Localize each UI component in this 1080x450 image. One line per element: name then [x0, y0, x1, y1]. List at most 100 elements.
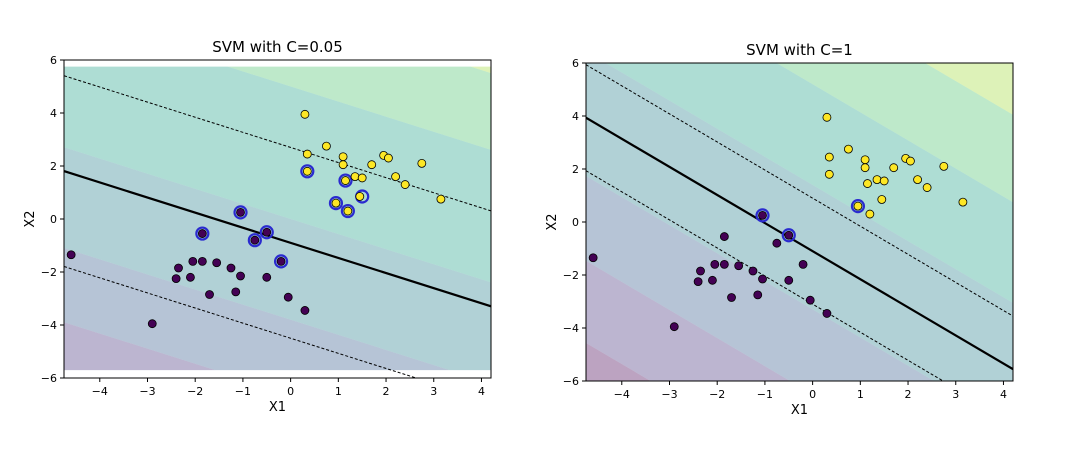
data-point-class0	[262, 227, 272, 237]
data-point-class0	[727, 293, 736, 302]
data-point-class1	[939, 161, 949, 171]
data-point-class1	[860, 155, 870, 165]
data-point-class0	[710, 259, 720, 269]
support-vector-ring	[338, 173, 353, 188]
plot-area	[586, 63, 1013, 381]
data-point-class0	[226, 263, 236, 273]
data-point-class0	[197, 256, 207, 266]
data-point-class0	[588, 253, 598, 263]
data-point-class1	[872, 175, 882, 185]
y-tick-label: 4	[572, 110, 579, 123]
data-point-class1	[302, 149, 312, 159]
data-point-class0	[276, 256, 286, 266]
data-point-class1	[879, 176, 889, 186]
data-point-class1	[824, 169, 834, 179]
data-point-class0	[262, 272, 272, 282]
decision-region-band-3	[64, 248, 450, 371]
x-tick-label: −3	[139, 385, 155, 398]
data-point-class0	[197, 229, 207, 238]
data-point-class0	[174, 263, 183, 273]
data-point-class1	[906, 156, 915, 166]
x-tick-label: −1	[235, 385, 251, 398]
support-vector-ring	[340, 203, 355, 219]
data-point-class0	[212, 258, 222, 268]
data-point-class1	[350, 172, 360, 182]
y-tick-label: 2	[50, 160, 57, 173]
data-point-class0	[784, 275, 794, 285]
y-tick-label: −4	[563, 322, 579, 335]
data-point-class1	[860, 163, 870, 173]
decision-region-band-1	[586, 343, 651, 381]
data-point-class1	[889, 163, 899, 173]
decision-region-band-5	[64, 66, 491, 283]
data-point-class0	[719, 232, 729, 241]
x-tick-label: 0	[287, 385, 294, 398]
x-tick-label: 3	[430, 385, 437, 398]
data-point-class1	[853, 201, 863, 211]
data-point-class1	[331, 198, 341, 208]
data-point-class0	[236, 271, 245, 281]
x-tick-label: 1	[335, 385, 342, 398]
x-tick-label: 0	[809, 388, 816, 401]
x-tick-label: −3	[661, 388, 677, 401]
y-tick-label: 6	[572, 57, 579, 70]
decision-region-band-7	[470, 66, 491, 74]
data-point-class1	[384, 153, 393, 163]
support-vector-ring	[300, 164, 315, 179]
support-vector-ring	[273, 254, 289, 269]
data-point-class1	[822, 112, 832, 122]
x-tick-label: −4	[92, 385, 108, 398]
chart-panel-2: −4 −3 −2 −1 0 1 2 3 4 −6 −4 −2 0 2 4 6 SVM with C=1 X1 X2	[545, 41, 1014, 418]
decision-region-band-6	[776, 63, 1013, 203]
data-point-class0	[300, 306, 310, 315]
data-point-class1	[338, 152, 348, 162]
decision-boundary-line	[64, 170, 491, 308]
data-point-class0	[171, 274, 181, 284]
x-tick-label: −1	[757, 388, 773, 401]
support-vector-ring	[850, 199, 866, 214]
data-point-class1	[341, 176, 350, 185]
data-point-class0	[236, 207, 245, 217]
data-point-class1	[863, 179, 872, 188]
data-point-class1	[302, 166, 312, 176]
data-point-class1	[391, 172, 400, 182]
data-point-class0	[822, 309, 832, 318]
data-point-class1	[355, 192, 365, 201]
data-point-class1	[824, 152, 834, 162]
y-tick-label: −6	[563, 375, 579, 388]
data-point-class0	[748, 266, 758, 276]
x-tick-label: 1	[857, 388, 864, 401]
data-point-class1	[436, 194, 446, 204]
decision-region-band-5	[605, 63, 1013, 303]
y-tick-label: −4	[41, 319, 57, 332]
x-tick-label: 4	[1000, 388, 1007, 401]
data-point-class0	[696, 266, 705, 276]
support-vector-ring	[755, 208, 770, 223]
data-point-class0	[805, 295, 815, 305]
data-point-class1	[417, 158, 427, 168]
y-tick-label: −6	[41, 372, 57, 385]
margin-line-upper	[586, 64, 1013, 317]
data-point-class0	[147, 319, 157, 329]
data-point-class0	[250, 235, 260, 245]
y-tick-label: 0	[572, 216, 579, 229]
support-vector-ring	[195, 226, 210, 241]
support-vector-ring	[233, 205, 248, 220]
data-point-class0	[669, 322, 679, 332]
data-point-class0	[798, 259, 808, 269]
decision-region-band-6	[227, 66, 491, 150]
support-vector-ring	[781, 228, 796, 243]
data-point-class0	[66, 250, 76, 260]
x-axis-label: X1	[269, 400, 286, 415]
data-point-class1	[357, 173, 367, 183]
decision-region-band-4	[64, 147, 491, 371]
data-point-class1	[844, 144, 853, 154]
data-point-class1	[400, 180, 410, 189]
chart-panel-1: −4 −3 −2 −1 0 1 2 3 4 −6 −4 −2 0 2 4 6 SVM with C=0.05 X1…	[23, 38, 492, 415]
data-point-class0	[205, 290, 214, 299]
decision-region-band-7	[925, 63, 1013, 115]
chart-title: SVM with C=0.05	[212, 38, 343, 56]
data-point-class1	[343, 206, 353, 216]
y-axis-label: X2	[23, 210, 38, 227]
